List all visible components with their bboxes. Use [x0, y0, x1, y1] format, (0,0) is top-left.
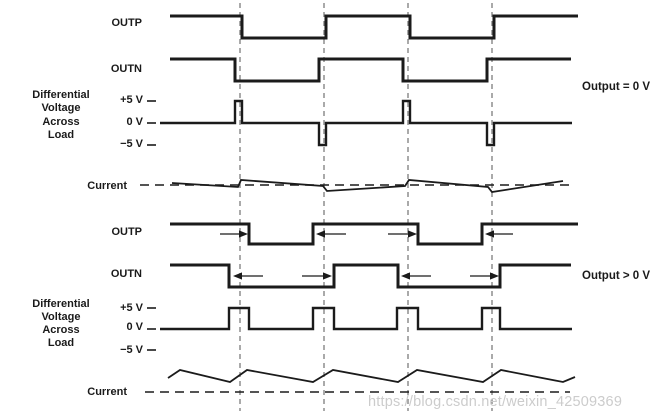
- outp-bottom-label: OUTP: [111, 226, 142, 238]
- shift-arrow-head: [408, 230, 417, 238]
- outn-bottom-label: OUTN: [110, 268, 142, 280]
- shift-arrow-head: [233, 272, 242, 280]
- zero-v-label-bottom: 0 V: [126, 321, 143, 333]
- minus5v-label-bottom: −5 V: [120, 344, 143, 356]
- outp-top-wave: [170, 14, 578, 40]
- shift-arrow-head: [490, 272, 499, 280]
- outn-top-label: OUTN: [110, 63, 142, 75]
- plus5v-label-bottom: +5 V: [120, 302, 143, 314]
- diff-voltage-bottom-wave: [160, 306, 572, 331]
- plus5v-label-top: +5 V: [120, 94, 143, 106]
- current-label-top: Current: [87, 180, 127, 192]
- outp-top-label: OUTP: [111, 17, 142, 29]
- diff-voltage-axis-title-top: Differential Voltage Across Load: [32, 89, 90, 142]
- shift-arrow-head: [239, 230, 248, 238]
- current-bottom-wave: [167, 369, 576, 383]
- shift-arrow-head: [316, 230, 325, 238]
- condition-label-output-zero: Output = 0 V: [582, 81, 651, 93]
- outn-bottom-wave: [170, 263, 571, 289]
- shift-arrow-head: [485, 230, 494, 238]
- watermark-text: https://blog.csdn.net/weixin_42509369: [368, 394, 623, 410]
- current-top-wave: [171, 179, 564, 193]
- shift-arrow-head: [401, 272, 410, 280]
- shift-arrow-head: [323, 272, 332, 280]
- zero-v-label-top: 0 V: [126, 116, 143, 128]
- outn-top-wave: [170, 57, 571, 83]
- condition-label-output-positive: Output > 0 V: [582, 270, 651, 282]
- diff-voltage-top-wave: [160, 99, 572, 147]
- current-label-bottom: Current: [87, 386, 127, 398]
- diff-voltage-axis-title-bottom: Differential Voltage Across Load: [32, 298, 90, 349]
- outp-bottom-wave: [170, 222, 578, 246]
- minus5v-label-top: −5 V: [120, 138, 143, 150]
